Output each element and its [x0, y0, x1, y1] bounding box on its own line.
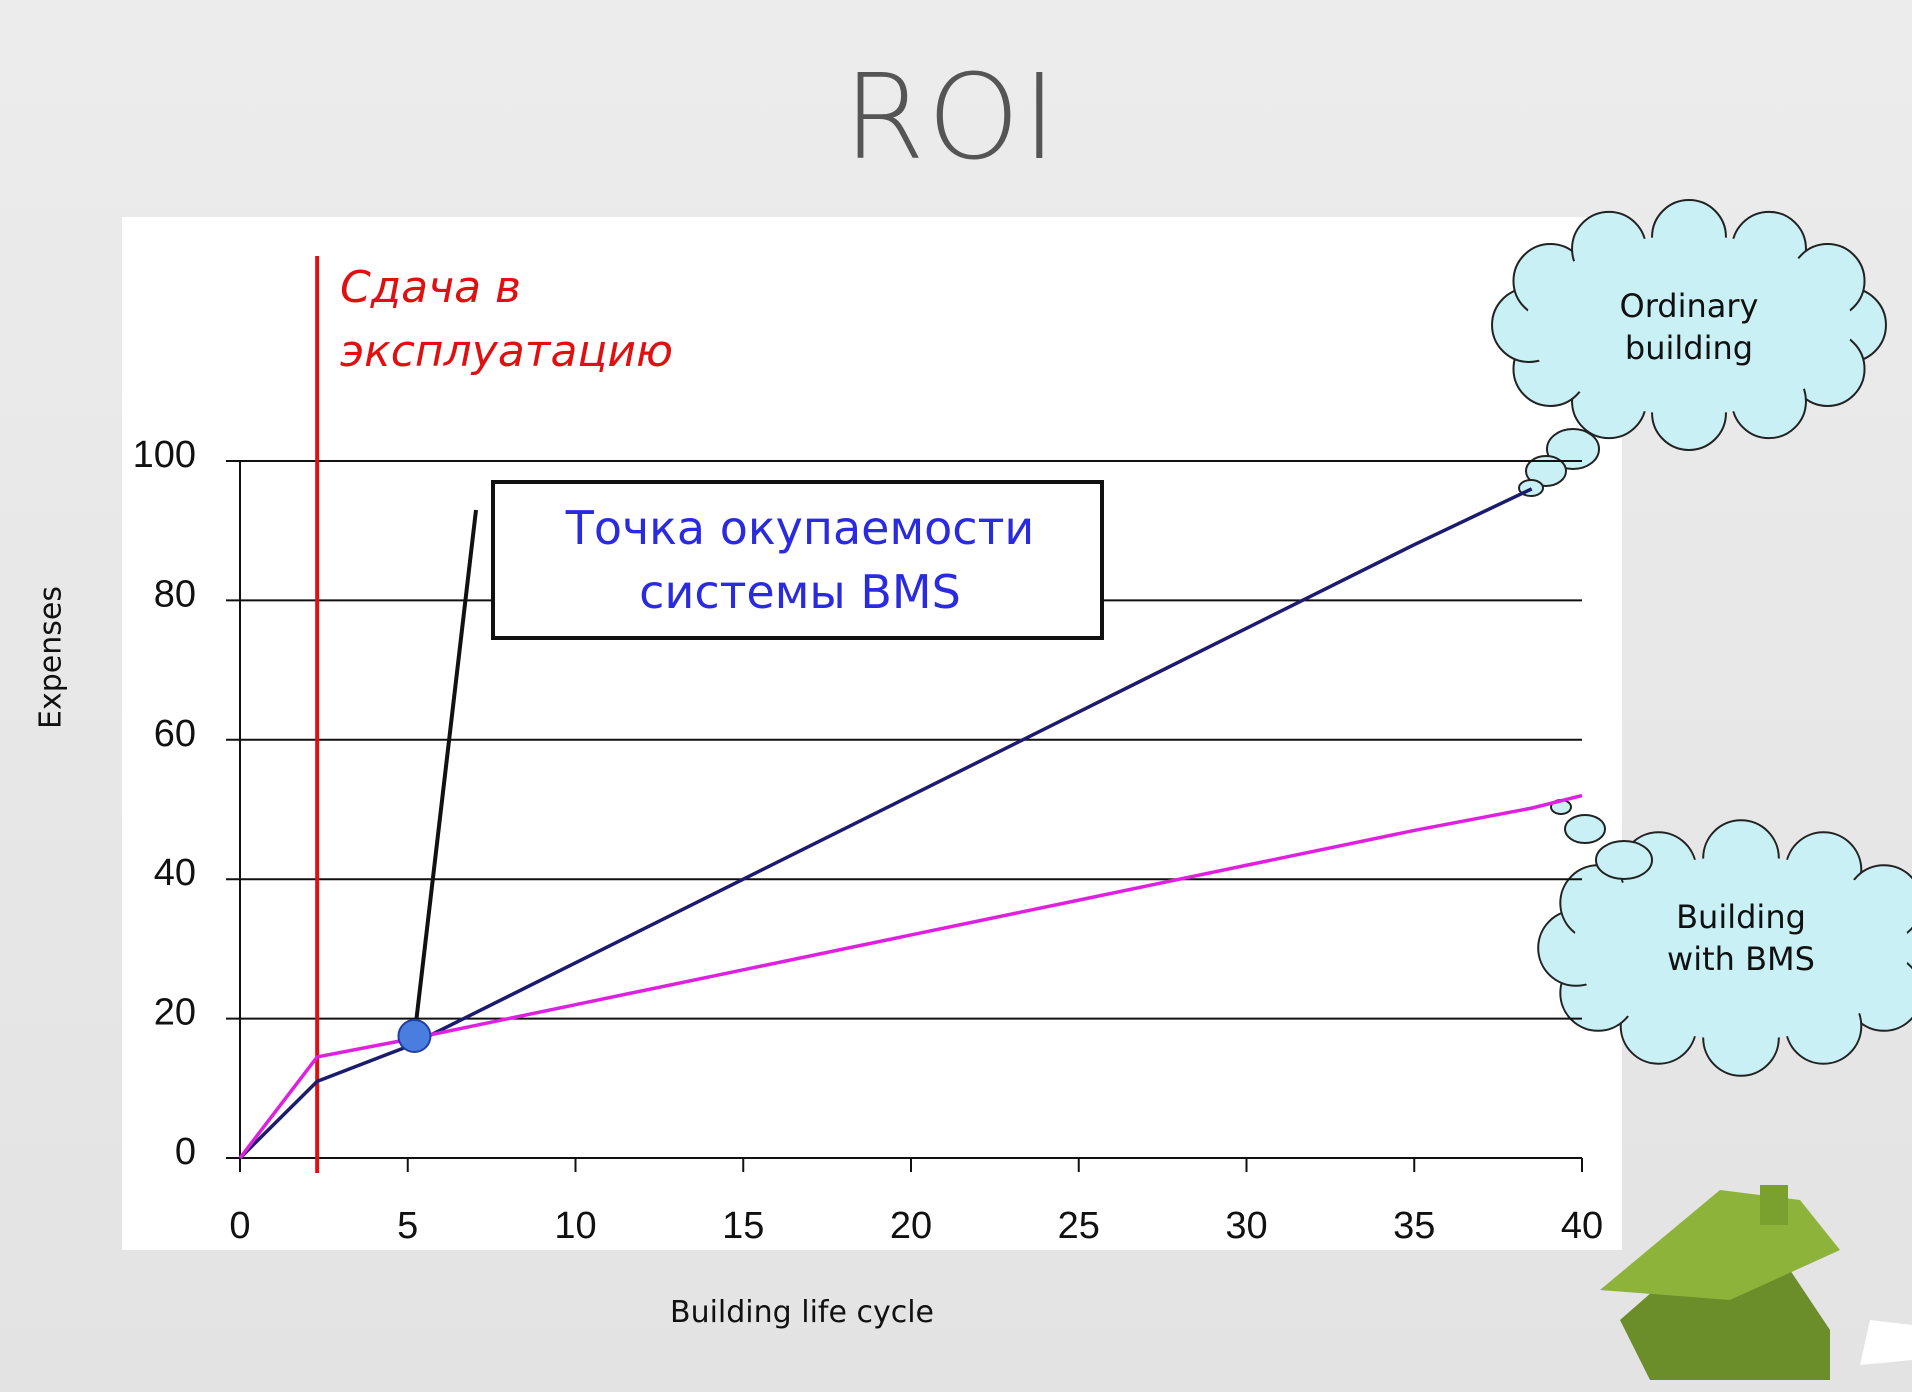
house	[1600, 1185, 1912, 1380]
breakeven-point	[398, 1020, 430, 1052]
y-tick-label: 80	[154, 573, 196, 615]
legend-entry: Building with BMS	[1641, 896, 1841, 980]
y-axis-label: Expenses	[34, 558, 69, 758]
x-tick-label: 20	[890, 1205, 932, 1247]
breakeven-label: Точка окупаемости системы BMS	[520, 496, 1080, 624]
x-tick-label: 15	[722, 1205, 764, 1247]
y-tick-label: 60	[154, 713, 196, 755]
x-tick-label: 10	[554, 1205, 596, 1247]
cloud-bubble	[1565, 815, 1605, 843]
x-tick-label: 25	[1058, 1205, 1100, 1247]
y-tick-label: 0	[175, 1131, 196, 1173]
cloud-bubble	[1596, 841, 1652, 879]
slide: 0 20 40 60 80 100 0 5 10 15 20 25 30 35 40 ROI Сдача в…	[0, 0, 1912, 1392]
x-tick-label: 5	[397, 1205, 418, 1247]
chart: 0 20 40 60 80 100 0 5 10 15 20 25 30 35 40	[0, 0, 1912, 1392]
x-tick-label: 0	[229, 1205, 250, 1247]
y-tick-label: 40	[154, 852, 196, 894]
title: ROI	[0, 48, 1902, 186]
legend-entry: Ordinary building	[1589, 285, 1789, 369]
x-tick-label: 30	[1225, 1205, 1267, 1247]
milestone-label: Сдача в эксплуатацию	[340, 256, 720, 384]
y-tick-label: 100	[133, 434, 196, 476]
x-tick-label: 40	[1561, 1205, 1603, 1247]
x-tick-label: 35	[1393, 1205, 1435, 1247]
y-tick-label: 20	[154, 992, 196, 1034]
x-axis-label: Building life cycle	[560, 1295, 1044, 1330]
